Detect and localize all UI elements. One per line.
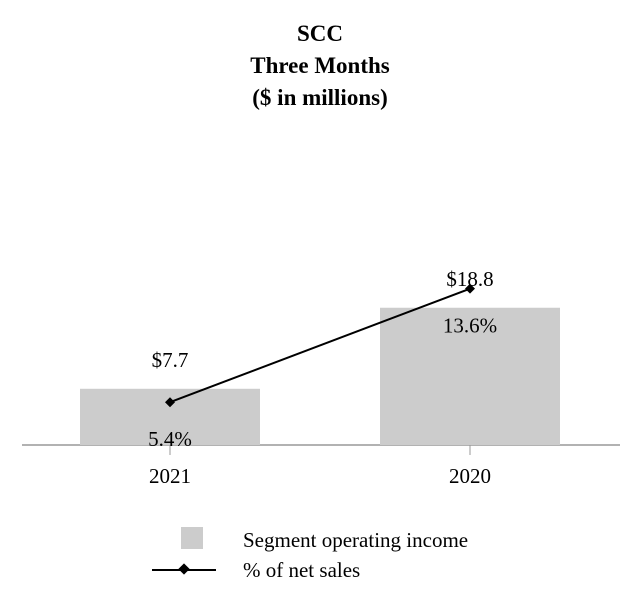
title-line-3: ($ in millions) [252, 85, 388, 110]
net-sales-label-2021: 5.4% [148, 427, 192, 451]
net-sales-line [169, 287, 471, 404]
bar-label-2021: $7.7 [152, 348, 189, 372]
title-line-1: SCC [296, 21, 343, 46]
x-tick-label-2020: 2020 [449, 464, 491, 488]
net-sales-label-2020: 13.6% [443, 314, 497, 338]
net-sales-point-2020 [465, 283, 475, 294]
x-tick-label-2021: 2021 [149, 464, 191, 488]
net-sales-point-2021 [165, 397, 175, 408]
title-line-2: Three Months [250, 53, 390, 78]
chart-title: SCC Three Months ($ in millions) [0, 18, 640, 114]
bar-2020 [380, 307, 560, 445]
